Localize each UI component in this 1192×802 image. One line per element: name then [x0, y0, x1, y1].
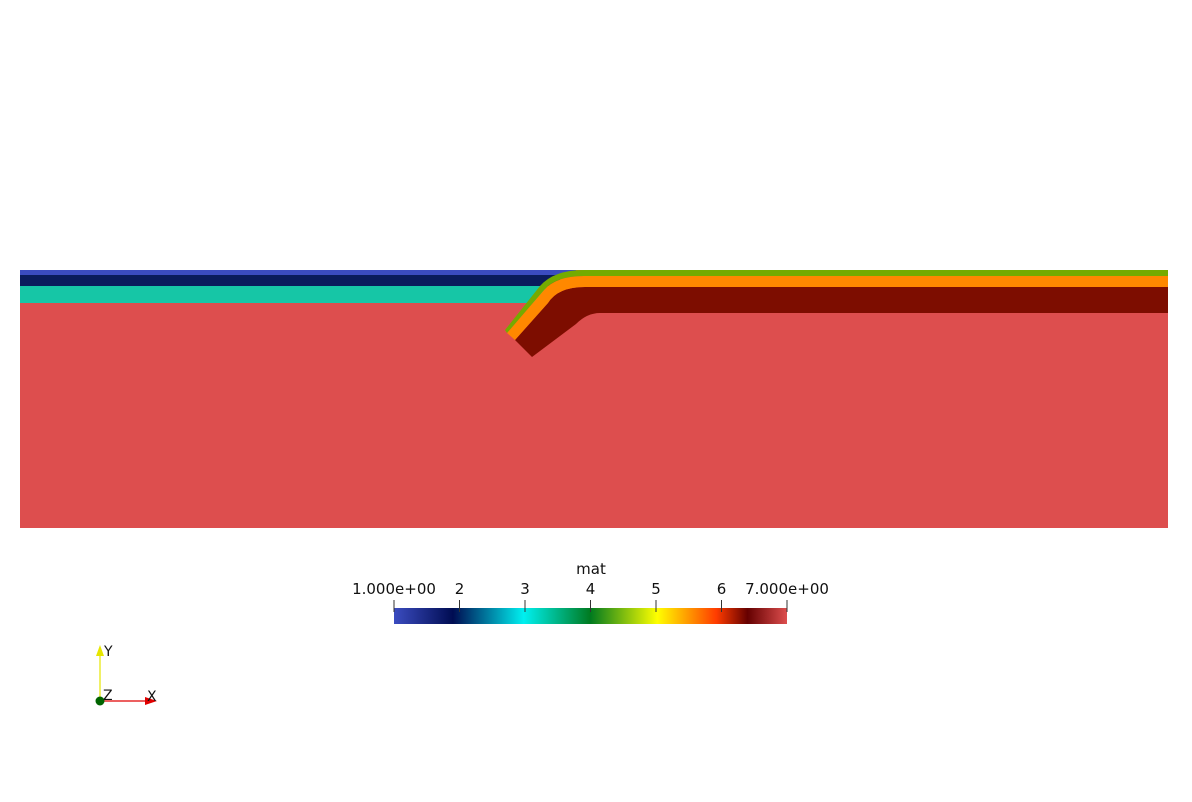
layer-mat3-left — [20, 286, 546, 303]
layer-mat2-left — [20, 275, 560, 286]
layer-mat4 — [505, 270, 1168, 333]
colorbar-tick-label: 2 — [455, 580, 465, 598]
layer-mat5 — [507, 276, 1168, 340]
y-axis-arrow — [96, 645, 104, 656]
layer-mat1-left — [20, 270, 576, 275]
colorbar-tick-label: 4 — [586, 580, 596, 598]
z-axis-marker — [95, 696, 105, 706]
colorbar-tick-label: 1.000e+00 — [352, 580, 436, 598]
y-axis-label: Y — [103, 644, 113, 660]
colorbar-tick-label: 5 — [651, 580, 661, 598]
mesh-render — [20, 270, 1168, 528]
colorbar-title: mat — [576, 560, 606, 578]
colorbar-ticks: 1.000e+00 2 3 4 5 6 7.000e+00 — [352, 580, 829, 612]
x-axis-label: X — [147, 689, 157, 705]
z-axis-label: Z — [103, 688, 113, 704]
colorbar-tick-label: 3 — [520, 580, 530, 598]
layer-mat6 — [515, 287, 1168, 357]
colorbar-bar — [394, 608, 787, 624]
colorbar-tick-label: 6 — [717, 580, 727, 598]
colorbar: mat 1.000e+00 2 3 4 5 6 7.000e+00 — [352, 560, 829, 624]
colorbar-tick-label: 7.000e+00 — [745, 580, 829, 598]
x-axis-arrow — [145, 697, 157, 705]
orientation-axes: Y X Z — [95, 644, 157, 706]
